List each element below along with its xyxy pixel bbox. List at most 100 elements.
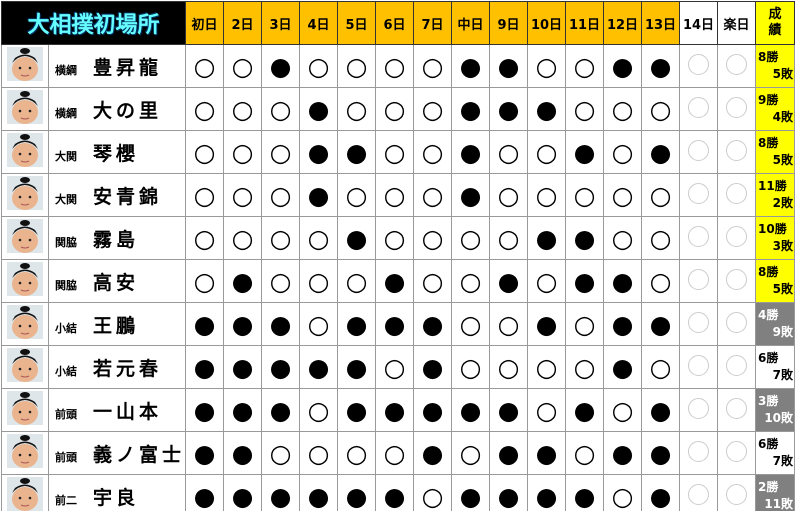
bout-result: ○ [459,438,482,468]
result-cell [679,87,719,131]
result-cell: ○ [185,216,225,260]
bout-result: ○ [383,180,406,210]
result-cell: ● [489,44,529,88]
bout-result: ○ [421,180,444,210]
result-cell: ○ [413,87,453,131]
bout-result: ○ [611,223,634,253]
wins: 8勝 [758,265,779,279]
shikona: 一山本 [93,400,163,423]
result-cell: ○ [641,216,681,260]
result-cell: ○ [223,216,263,260]
bout-result: ● [459,395,482,425]
portrait [1,44,49,88]
rank: 関脇 [55,235,77,249]
result-cell: ○ [299,388,339,432]
day-header: 3日 [261,1,301,45]
bout-result: ○ [497,309,520,339]
result-cell: ○ [223,173,263,217]
wins: 11勝 [758,179,787,193]
bout-result: ● [383,395,406,425]
result-cell: ○ [489,302,529,346]
portrait [1,431,49,475]
result-cell: ● [451,474,491,511]
result-cell: ● [489,87,529,131]
bout-result: ● [231,438,254,468]
result-cell: ○ [603,173,643,217]
bout-result: ● [573,266,596,296]
result-cell: ● [337,216,377,260]
result-cell: ○ [375,345,415,389]
future-bout [688,483,710,505]
bout-result: ○ [345,94,368,124]
bout-result: ● [611,309,634,339]
losses: 9敗 [772,325,794,339]
shikona: 大の里 [93,99,163,122]
bout-result: ● [649,481,672,511]
face-icon [7,133,43,167]
shikona: 琴櫻 [93,142,140,165]
result-cell: ○ [337,173,377,217]
bout-result: ● [269,352,292,382]
result-cell: ○ [641,345,681,389]
header-row: 大相撲初場所 初日 2日 3日 4日 5日 6日 7日 中日 9日 10日 11日 12日 13日 14日… [0,1,796,45]
bout-result: ● [383,309,406,339]
bout-result: ● [269,309,292,339]
result-cell [679,388,719,432]
rank: 大関 [55,192,77,206]
future-bout [688,397,710,419]
result-cell: ○ [641,259,681,303]
bout-result: ● [421,395,444,425]
result-cell: ● [337,474,377,511]
bout-result: ○ [649,180,672,210]
bout-result: ● [611,51,634,81]
bout-result: ○ [497,223,520,253]
bout-result: ○ [345,180,368,210]
bout-result: ● [535,309,558,339]
bout-result: ● [459,137,482,167]
record-cell: 10勝 3敗 [755,216,796,260]
bout-result: ● [573,395,596,425]
bout-result: ● [345,352,368,382]
result-cell [717,302,757,346]
day-header: 初日 [185,1,225,45]
rikishi-row: 前頭 一山本 ● ● ● ○ ● ● ● ● ● ○ ● ○ ● 3勝 10敗 [1,388,796,432]
result-cell: ● [603,302,643,346]
rank: 小結 [55,321,77,335]
name-cell: 前頭 義ノ富士 [47,431,187,475]
shikona: 若元春 [93,357,163,380]
bout-result: ○ [421,266,444,296]
result-cell: ● [375,302,415,346]
rikishi-row: 関脇 霧島 ○ ○ ○ ○ ● ○ ○ ○ ○ ● ● ○ ○ 10勝 3敗 [1,216,796,260]
result-cell: ○ [565,345,605,389]
bout-result: ○ [193,94,216,124]
bout-result: ○ [269,266,292,296]
result-cell: ○ [185,130,225,174]
bout-result: ● [383,266,406,296]
day-header: 中日 [451,1,491,45]
bout-result: ● [231,395,254,425]
result-cell: ○ [603,474,643,511]
result-cell: ● [489,388,529,432]
result-cell [717,87,757,131]
future-bout [726,182,748,204]
bout-result: ● [497,481,520,511]
bout-result: ● [269,481,292,511]
rank: 前頭 [55,450,77,464]
result-cell [717,431,757,475]
result-cell: ○ [565,44,605,88]
name-cell: 小結 王鵬 [47,302,187,346]
rikishi-row: 大関 琴櫻 ○ ○ ○ ● ● ○ ○ ● ○ ○ ● ○ ● 8勝 5敗 [1,130,796,174]
name-cell: 大関 琴櫻 [47,130,187,174]
bout-result: ○ [421,51,444,81]
result-cell: ○ [603,87,643,131]
bout-result: ○ [649,94,672,124]
result-cell: ● [413,388,453,432]
losses: 7敗 [772,368,794,382]
bout-result: ○ [231,94,254,124]
record-header: 成績 [755,1,796,45]
result-cell: ● [641,431,681,475]
bout-result: ○ [497,352,520,382]
result-cell [717,345,757,389]
bout-result: ○ [193,137,216,167]
